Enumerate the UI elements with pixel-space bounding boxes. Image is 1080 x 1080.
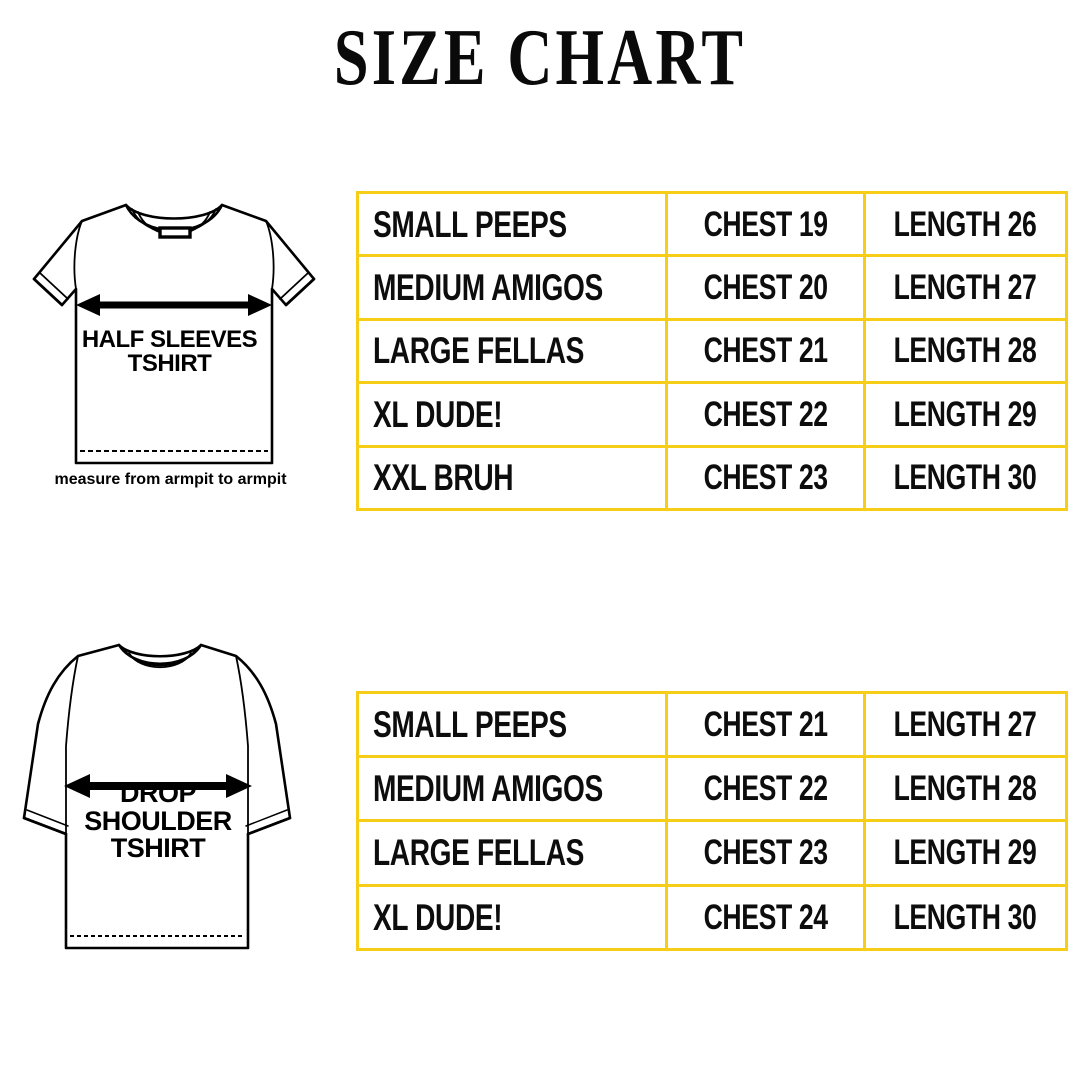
cell-length: LENGTH 28: [863, 317, 1068, 385]
table-row[interactable]: XXL BRUH CHEST 23 LENGTH 30: [356, 444, 1068, 511]
table-row[interactable]: MEDIUM AMIGOS CHEST 20 LENGTH 27: [356, 254, 1068, 321]
cell-chest: CHEST 23: [665, 819, 866, 887]
chest-width-double-arrow-icon: [76, 294, 272, 316]
cell-size: XXL BRUH: [356, 444, 668, 511]
half-sleeve-tshirt-outline-icon: [32, 203, 316, 465]
measurement-caption: measure from armpit to armpit: [54, 471, 287, 488]
table-row[interactable]: XL DUDE! CHEST 24 LENGTH 30: [356, 883, 1068, 951]
half-sleeve-tshirt-figure: [14, 193, 334, 503]
cell-length: LENGTH 26: [863, 190, 1068, 258]
half-sleeve-size-table: SMALL PEEPS CHEST 19 LENGTH 26 MEDIUM AM…: [356, 190, 1068, 511]
cell-chest: CHEST 22: [665, 381, 866, 448]
cell-length: LENGTH 27: [863, 254, 1068, 321]
cell-size: LARGE FELLAS: [356, 317, 668, 385]
half-sleeve-body-label: HALF SLEEVES TSHIRT: [81, 326, 258, 378]
cell-length: LENGTH 30: [863, 444, 1068, 511]
cell-length: LENGTH 30: [863, 883, 1068, 951]
cell-size: MEDIUM AMIGOS: [356, 254, 668, 321]
drop-shoulder-tshirt-figure: [0, 628, 335, 963]
cell-size: XL DUDE!: [356, 381, 668, 448]
cell-chest: CHEST 19: [665, 190, 866, 258]
drop-shoulder-size-table: SMALL PEEPS CHEST 21 LENGTH 27 MEDIUM AM…: [356, 690, 1068, 951]
cell-size: MEDIUM AMIGOS: [356, 755, 668, 823]
cell-length: LENGTH 29: [863, 819, 1068, 887]
cell-chest: CHEST 24: [665, 883, 866, 951]
neck-tag-icon: [158, 226, 192, 239]
table-row[interactable]: LARGE FELLAS CHEST 21 LENGTH 28: [356, 317, 1068, 385]
cell-chest: CHEST 21: [665, 690, 866, 759]
cell-size: SMALL PEEPS: [356, 690, 668, 759]
cell-chest: CHEST 23: [665, 444, 866, 511]
cell-size: SMALL PEEPS: [356, 190, 668, 258]
table-row[interactable]: LARGE FELLAS CHEST 23 LENGTH 29: [356, 819, 1068, 887]
drop-shoulder-body-label: DROP SHOULDER TSHIRT: [84, 778, 232, 864]
table-row[interactable]: MEDIUM AMIGOS CHEST 22 LENGTH 28: [356, 755, 1068, 823]
drop-shoulder-tshirt-outline-icon: [22, 643, 292, 950]
cell-length: LENGTH 28: [863, 755, 1068, 823]
table-row[interactable]: SMALL PEEPS CHEST 19 LENGTH 26: [356, 190, 1068, 258]
cell-size: LARGE FELLAS: [356, 819, 668, 887]
table-row[interactable]: SMALL PEEPS CHEST 21 LENGTH 27: [356, 690, 1068, 759]
cell-length: LENGTH 27: [863, 690, 1068, 759]
cell-chest: CHEST 22: [665, 755, 866, 823]
cell-chest: CHEST 21: [665, 317, 866, 385]
chest-width-double-arrow-icon: [64, 774, 252, 798]
cell-chest: CHEST 20: [665, 254, 866, 321]
cell-size: XL DUDE!: [356, 883, 668, 951]
table-row[interactable]: XL DUDE! CHEST 22 LENGTH 29: [356, 381, 1068, 448]
cell-length: LENGTH 29: [863, 381, 1068, 448]
page-title: SIZE CHART: [333, 14, 747, 102]
